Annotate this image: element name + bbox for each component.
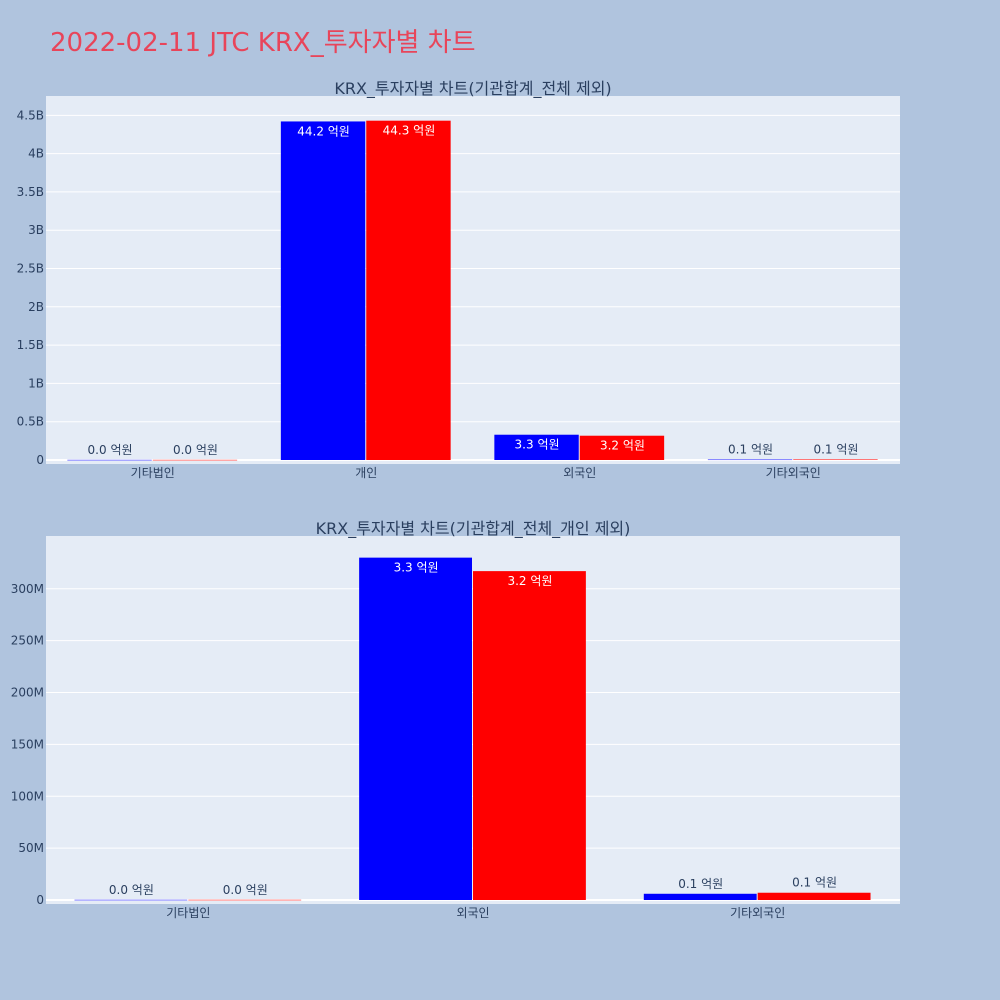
y-tick-label: 1.5B	[17, 338, 44, 352]
y-tick-label: 100M	[11, 789, 44, 803]
bar-data-label: 44.2 억원	[297, 124, 350, 138]
bar-data-label: 0.0 억원	[109, 883, 154, 897]
bar-data-label: 0.0 억원	[223, 883, 268, 897]
x-tick-label: 외국인	[456, 906, 489, 920]
bar	[473, 571, 586, 900]
bar-data-label: 0.1 억원	[813, 442, 858, 456]
y-tick-label: 150M	[11, 737, 44, 751]
y-tick-label: 2.5B	[17, 262, 44, 276]
page-title: 2022-02-11 JTC KRX_투자자별 차트	[50, 28, 476, 58]
plot-area	[46, 96, 900, 464]
x-tick-label: 기타법인	[131, 466, 175, 480]
bar	[280, 121, 366, 460]
bar	[579, 435, 665, 460]
bar-data-label: 0.0 억원	[173, 443, 218, 457]
bar-data-label: 3.3 억원	[394, 561, 439, 575]
bar	[67, 459, 152, 461]
bar-data-label: 0.0 억원	[88, 443, 133, 457]
bar	[152, 459, 238, 461]
y-tick-label: 50M	[18, 841, 44, 855]
y-tick-label: 3B	[28, 223, 44, 237]
bar	[494, 434, 579, 460]
bar	[707, 459, 793, 461]
y-tick-label: 0	[36, 893, 44, 907]
bar	[74, 899, 188, 901]
bar-data-label: 0.1 억원	[792, 876, 837, 890]
x-tick-label: 외국인	[563, 466, 596, 480]
y-tick-label: 3.5B	[17, 185, 44, 199]
bar-data-label: 3.2 억원	[600, 439, 645, 453]
bar	[188, 899, 302, 901]
bar	[793, 459, 878, 460]
y-tick-label: 250M	[11, 634, 44, 648]
chart-title: KRX_투자자별 차트(기관합계_전체_개인 제외)	[316, 519, 631, 539]
chart-title: KRX_투자자별 차트(기관합계_전체 제외)	[334, 79, 611, 99]
y-tick-label: 0.5B	[17, 415, 44, 429]
bar	[757, 892, 871, 900]
bar	[643, 893, 757, 900]
x-tick-label: 기타외국인	[730, 906, 785, 920]
bar-data-label: 0.1 억원	[728, 443, 773, 457]
y-tick-label: 300M	[11, 582, 44, 596]
x-tick-label: 개인	[355, 466, 377, 480]
bar-data-label: 44.3 억원	[383, 124, 436, 138]
y-tick-label: 200M	[11, 686, 44, 700]
bar-data-label: 0.1 억원	[678, 877, 723, 891]
y-tick-label: 2B	[28, 300, 44, 314]
y-tick-label: 4.5B	[17, 108, 44, 122]
bar-data-label: 3.3 억원	[515, 438, 560, 452]
bar	[366, 120, 451, 461]
y-tick-label: 4B	[28, 147, 44, 161]
x-tick-label: 기타외국인	[766, 466, 821, 480]
y-tick-label: 0	[36, 453, 44, 467]
bar-data-label: 3.2 억원	[507, 574, 552, 588]
x-tick-label: 기타법인	[166, 906, 210, 920]
y-tick-label: 1B	[28, 376, 44, 390]
bar	[359, 557, 472, 900]
